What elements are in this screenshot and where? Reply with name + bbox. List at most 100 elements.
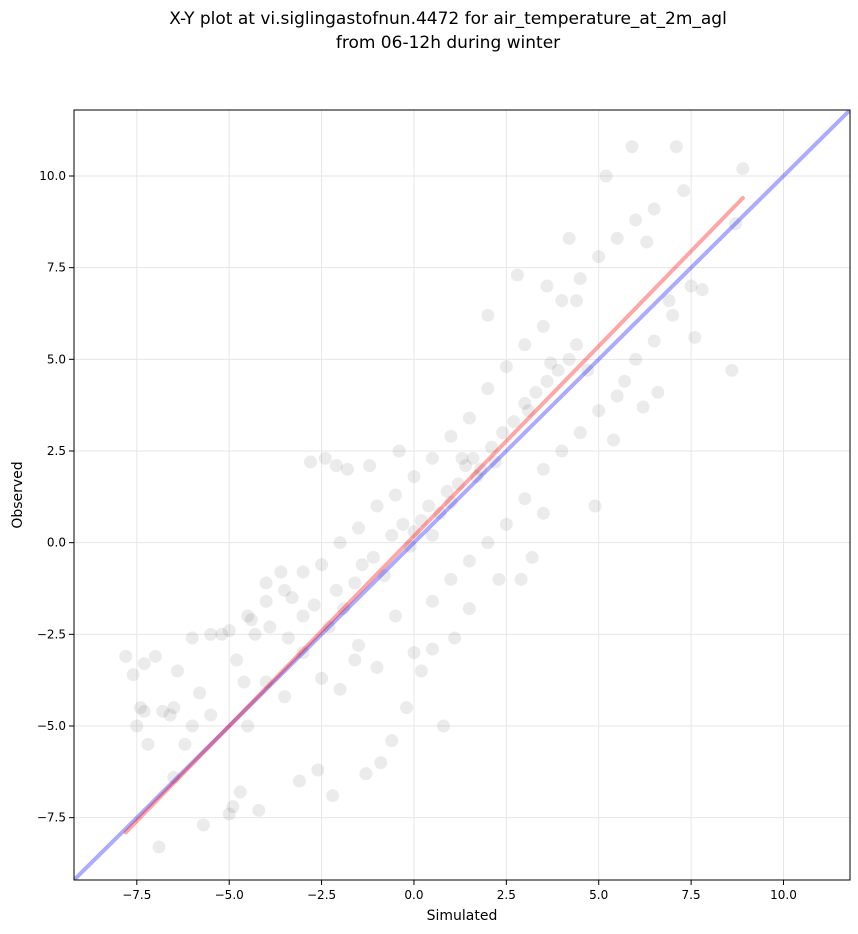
data-point (137, 704, 151, 718)
data-point (662, 294, 676, 308)
data-point (496, 426, 510, 440)
data-point (126, 668, 140, 682)
x-tick-label: 0.0 (404, 888, 423, 902)
y-tick-label: −5.0 (37, 719, 66, 733)
data-point (318, 451, 332, 465)
plot-frame (73, 109, 851, 881)
data-point (352, 638, 366, 652)
data-point (370, 660, 384, 674)
data-point (396, 517, 410, 531)
data-point (366, 550, 380, 564)
data-point (167, 770, 181, 784)
data-point (592, 404, 606, 418)
data-point (285, 591, 299, 605)
data-point (263, 620, 277, 634)
data-point (230, 653, 244, 667)
data-point (529, 385, 543, 399)
data-point (388, 488, 402, 502)
data-point (736, 162, 750, 176)
x-tick-label: −7.5 (122, 888, 151, 902)
data-point (315, 558, 329, 572)
data-point (407, 470, 421, 484)
data-point (562, 231, 576, 245)
data-point (204, 708, 218, 722)
data-point (510, 268, 524, 282)
y-axis-ticks: −7.5 −5.0 −2.5 0.0 2.5 5.0 7.5 10.0 (37, 169, 74, 825)
data-point (178, 737, 192, 751)
data-point (444, 572, 458, 586)
data-point (130, 719, 144, 733)
y-tick-label: −2.5 (37, 627, 66, 641)
data-point (462, 602, 476, 616)
data-point (259, 594, 273, 608)
data-point (315, 671, 329, 685)
data-point (400, 701, 414, 715)
data-point (278, 583, 292, 597)
data-point (193, 686, 207, 700)
data-point (462, 554, 476, 568)
data-point (444, 429, 458, 443)
data-point (518, 492, 532, 506)
data-point (728, 217, 742, 231)
data-point (425, 594, 439, 608)
data-point (222, 807, 236, 821)
data-point (459, 459, 473, 473)
data-point (296, 565, 310, 579)
data-point (407, 646, 421, 660)
data-point (204, 627, 218, 641)
data-point (599, 169, 613, 183)
y-axis-label: Observed (10, 461, 26, 528)
data-point (540, 374, 554, 388)
data-point (311, 763, 325, 777)
data-point (296, 646, 310, 660)
data-point (329, 459, 343, 473)
data-point (669, 140, 683, 154)
data-point (470, 470, 484, 484)
data-point (573, 272, 587, 286)
data-point (581, 363, 595, 377)
data-point (555, 444, 569, 458)
data-point (281, 631, 295, 645)
data-point (588, 499, 602, 513)
data-point (233, 785, 247, 799)
data-point (307, 598, 321, 612)
scatter-points (119, 140, 750, 854)
data-point (388, 609, 402, 623)
data-point (607, 433, 621, 447)
data-point (303, 455, 317, 469)
data-point (296, 609, 310, 623)
data-point (647, 202, 661, 216)
data-point (555, 294, 569, 308)
data-point (636, 400, 650, 414)
data-point (592, 250, 606, 264)
data-point (185, 719, 199, 733)
data-point (725, 363, 739, 377)
data-point (625, 140, 639, 154)
data-point (278, 690, 292, 704)
data-point (536, 506, 550, 520)
data-point (252, 803, 266, 817)
x-axis-ticks: −7.5 −5.0 −2.5 0.0 2.5 5.0 7.5 10.0 (122, 880, 797, 902)
data-point (363, 459, 377, 473)
data-point (259, 576, 273, 590)
y-tick-label: −7.5 (37, 811, 66, 825)
data-point (522, 404, 536, 418)
data-point (414, 514, 428, 528)
data-point (544, 356, 558, 370)
data-point (226, 800, 240, 814)
data-point (518, 338, 532, 352)
data-point (241, 609, 255, 623)
data-point (573, 426, 587, 440)
gridlines (74, 110, 850, 880)
data-point (651, 385, 665, 399)
data-point (348, 653, 362, 667)
data-point (337, 602, 351, 616)
data-point (647, 334, 661, 348)
data-point (688, 330, 702, 344)
data-point (241, 719, 255, 733)
data-point (425, 642, 439, 656)
data-point (329, 583, 343, 597)
identity-line (74, 110, 850, 880)
x-tick-label: 2.5 (497, 888, 516, 902)
data-point (629, 352, 643, 366)
